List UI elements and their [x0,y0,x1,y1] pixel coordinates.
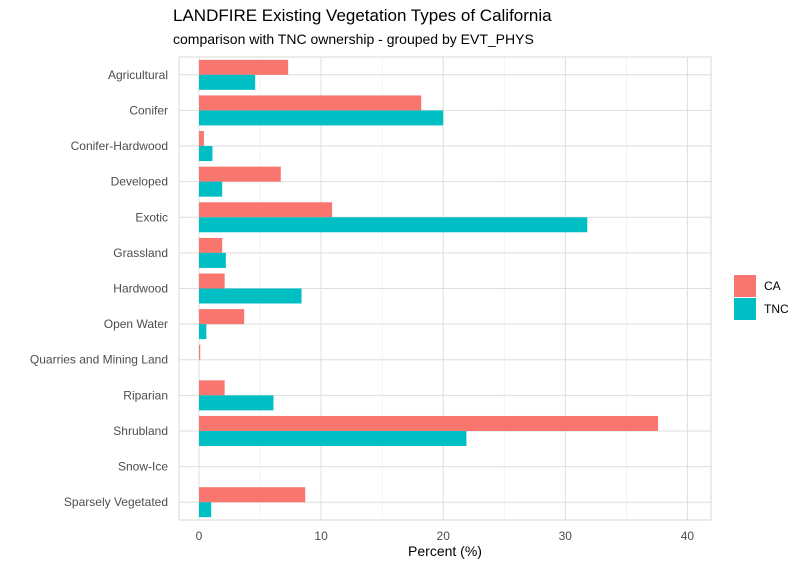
category-labels: Agricultural Conifer Conifer-Hardwood Devel… [30,68,168,509]
category-label: Conifer [129,103,168,117]
bar-tnc [199,288,302,304]
category-label: Sparsely Vegetated [64,495,168,509]
bar-ca [199,344,201,360]
category-label: Open Water [104,317,168,331]
bar-ca [199,202,333,218]
legend-label-ca: CA [764,279,781,293]
category-label: Grassland [113,246,168,260]
x-tick-label: 40 [681,529,695,543]
bar-tnc [199,181,223,197]
chart-title: LANDFIRE Existing Vegetation Types of Ca… [173,6,552,25]
category-label: Exotic [135,210,168,224]
x-tick-labels: 0 10 20 30 40 [196,529,695,543]
bar-ca [199,309,245,325]
category-label: Developed [111,175,168,189]
legend: CA TNC [734,275,789,320]
category-label: Agricultural [108,68,168,82]
bar-ca [199,487,306,503]
legend-label-tnc: TNC [764,302,789,316]
bar-tnc [199,395,274,411]
bar-tnc [199,324,207,340]
x-tick-label: 10 [314,529,328,543]
category-label: Snow-Ice [118,460,168,474]
bar-tnc [199,252,226,268]
category-label: Riparian [123,388,168,402]
bar-tnc [199,502,212,518]
bar-ca [199,237,223,253]
category-label: Quarries and Mining Land [30,353,168,367]
category-label: Conifer-Hardwood [71,139,168,153]
bar-ca [199,131,204,147]
bars [199,59,659,518]
bar-tnc [199,217,588,233]
chart-subtitle: comparison with TNC ownership - grouped … [173,31,534,47]
legend-key-tnc [734,298,756,320]
bar-tnc [199,146,213,162]
x-tick-label: 0 [196,529,203,543]
bar-ca [199,95,422,111]
bar-ca [199,273,225,289]
x-axis-title: Percent (%) [408,543,482,559]
bar-ca [199,380,225,396]
bar-ca [199,59,289,75]
category-label: Shrubland [113,424,168,438]
category-label: Hardwood [113,282,168,296]
bar-tnc [199,74,256,90]
legend-key-ca [734,275,756,297]
bar-tnc [199,430,467,446]
bar-ca [199,166,281,182]
bar-tnc [199,110,444,126]
bar-ca [199,415,659,431]
x-tick-label: 30 [559,529,573,543]
x-tick-label: 20 [437,529,451,543]
